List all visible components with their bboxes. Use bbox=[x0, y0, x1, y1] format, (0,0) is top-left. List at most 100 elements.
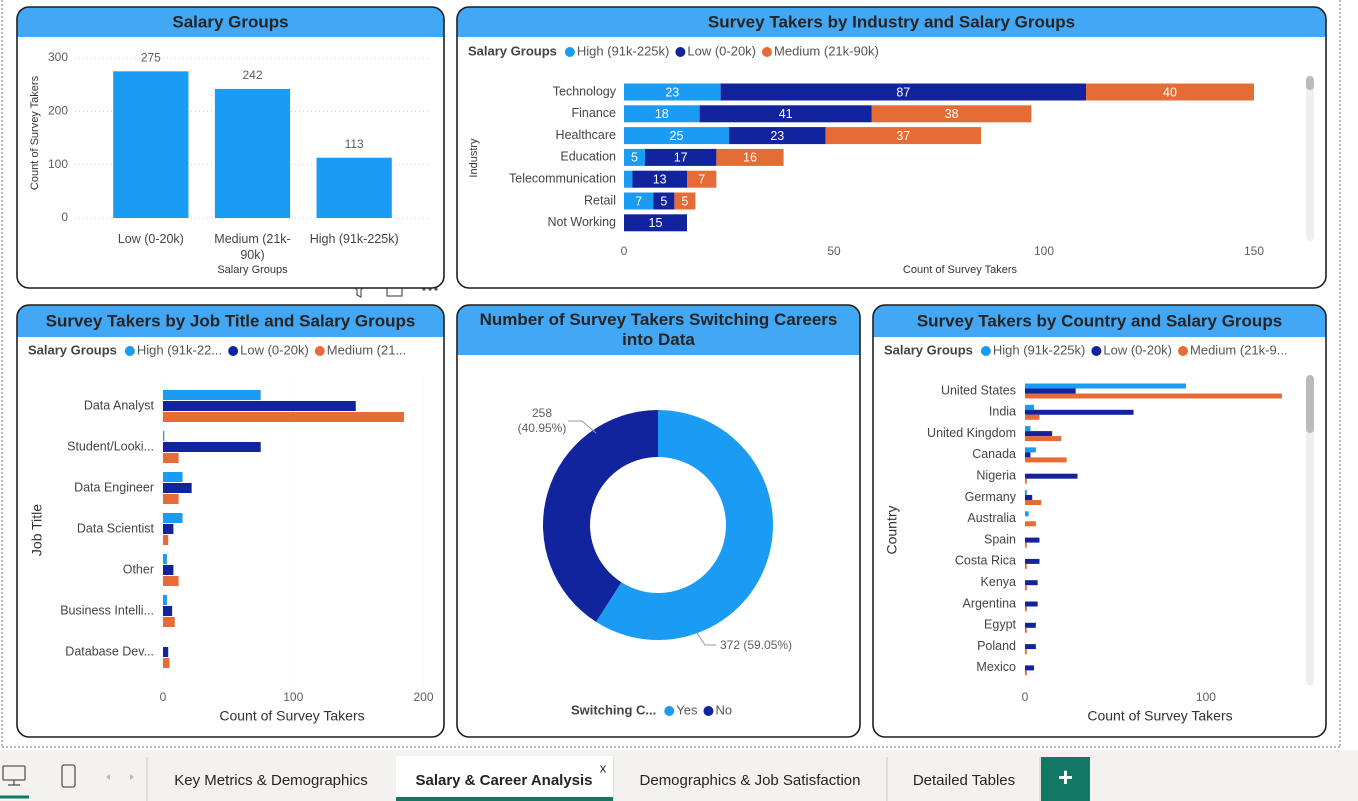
x-tick-label-box: Medium (21k-90k) bbox=[214, 232, 290, 262]
x-tick-label: 100 bbox=[283, 690, 303, 704]
bar bbox=[163, 483, 192, 493]
x-tick-label: 0 bbox=[1022, 690, 1029, 704]
panel-border bbox=[456, 304, 861, 738]
y-tick-label: Data Scientist bbox=[77, 521, 155, 535]
y-tick-label: Canada bbox=[972, 447, 1016, 461]
legend-label: Low (0-20k) bbox=[687, 43, 756, 58]
bar-segment bbox=[624, 127, 729, 145]
close-tab[interactable]: x bbox=[600, 760, 607, 775]
bar bbox=[1025, 495, 1033, 500]
data-label: 18 bbox=[655, 107, 669, 121]
data-label: 41 bbox=[779, 107, 793, 121]
y-tick-label: India bbox=[989, 405, 1016, 419]
y-tick-label: Finance bbox=[572, 106, 617, 120]
bar bbox=[1025, 542, 1027, 548]
bar bbox=[1025, 665, 1035, 671]
y-tick-label: United States bbox=[941, 383, 1016, 397]
legend-marker bbox=[675, 47, 686, 57]
add-page-label[interactable]: + bbox=[1058, 762, 1073, 792]
bar bbox=[1025, 436, 1062, 442]
phone-icon[interactable] bbox=[61, 764, 76, 788]
bar bbox=[163, 595, 167, 605]
y-tick-label: Argentina bbox=[962, 596, 1016, 610]
bar bbox=[1025, 622, 1036, 628]
legend-marker bbox=[703, 706, 714, 716]
bar-segment bbox=[1086, 83, 1254, 101]
data-label: 113 bbox=[345, 137, 364, 151]
data-label: 38 bbox=[945, 107, 959, 121]
leader-line bbox=[696, 632, 716, 646]
y-axis-title: Job Title bbox=[29, 504, 45, 556]
bar bbox=[163, 401, 356, 411]
bar bbox=[1025, 490, 1027, 495]
legend-label: Low (0-20k) bbox=[1103, 342, 1172, 357]
bar-segment bbox=[624, 192, 654, 210]
bar-segment bbox=[624, 170, 633, 188]
page-tab[interactable]: Salary & Career Analysis bbox=[415, 772, 592, 789]
y-tick-label: Poland bbox=[977, 639, 1016, 653]
data-label: 7 bbox=[635, 194, 642, 208]
scrollbar-track bbox=[1306, 76, 1314, 241]
y-tick-label: Other bbox=[123, 562, 154, 576]
desktop-icon[interactable] bbox=[2, 765, 26, 786]
bar bbox=[163, 472, 183, 482]
bar bbox=[1025, 478, 1027, 484]
legend-title: Salary Groups bbox=[468, 43, 557, 58]
y-tick-label: Retail bbox=[584, 193, 616, 207]
bar bbox=[163, 431, 165, 441]
panel-header bbox=[457, 330, 860, 355]
legend-marker bbox=[664, 706, 675, 716]
bar bbox=[214, 88, 291, 218]
tabs: Key Metrics & Demographics Salary & Caree… bbox=[174, 756, 1090, 801]
bar bbox=[1025, 431, 1053, 437]
legend-label: High (91k-22... bbox=[137, 342, 222, 357]
bar bbox=[1025, 649, 1027, 655]
page-tab[interactable]: Key Metrics & Demographics bbox=[174, 772, 367, 789]
x-axis-title: Count of Survey Takers bbox=[1087, 708, 1232, 724]
page-tab[interactable]: Demographics & Job Satisfaction bbox=[640, 772, 861, 789]
x-tick-label: 150 bbox=[1244, 244, 1264, 258]
legend-title: Salary Groups bbox=[28, 342, 117, 357]
x-tick-label-box: High (91k-225k) bbox=[310, 232, 399, 246]
bar bbox=[163, 658, 170, 668]
leader-line bbox=[568, 420, 597, 434]
bar-segment bbox=[729, 127, 826, 145]
bar-segment bbox=[825, 127, 981, 145]
y-tick-label: Kenya bbox=[981, 575, 1016, 589]
add-page-button[interactable] bbox=[1041, 757, 1090, 801]
y-tick-label: Healthcare bbox=[556, 128, 616, 142]
y-tick-label: Education bbox=[560, 150, 616, 164]
data-label: 23 bbox=[665, 85, 679, 99]
bar bbox=[1025, 383, 1187, 389]
data-label: 275 bbox=[141, 51, 161, 65]
bar bbox=[163, 647, 169, 657]
data-label: 17 bbox=[674, 151, 688, 165]
bar bbox=[163, 606, 173, 616]
data-label: 16 bbox=[743, 151, 757, 165]
bar bbox=[1025, 580, 1038, 586]
bar bbox=[1025, 644, 1036, 650]
y-tick-label: Costa Rica bbox=[955, 554, 1016, 568]
legend-title: Switching C... bbox=[571, 702, 656, 717]
y-tick-label: Business Intelli... bbox=[60, 603, 154, 617]
x-tick-label: 0 bbox=[160, 690, 167, 704]
page-tab[interactable]: Detailed Tables bbox=[913, 772, 1015, 789]
y-tick-label: Spain bbox=[984, 532, 1016, 546]
data-label: 15 bbox=[649, 216, 663, 230]
legend-label: Medium (21... bbox=[327, 342, 406, 357]
data-label: 5 bbox=[681, 194, 688, 208]
legend-label: Medium (21k-90k) bbox=[774, 43, 879, 58]
bar bbox=[1025, 409, 1134, 415]
panel-header bbox=[17, 22, 444, 37]
y-tick-label: Australia bbox=[967, 511, 1016, 525]
data-label: 258 (40.95%) bbox=[517, 406, 567, 435]
bar bbox=[163, 442, 261, 452]
chart-title: Survey Takers by Industry and Salary Gro… bbox=[708, 12, 1075, 31]
data-label: 40 bbox=[1163, 85, 1177, 99]
bar bbox=[1025, 511, 1029, 517]
x-tick-label: 100 bbox=[1196, 690, 1216, 704]
y-tick-label: Data Analyst bbox=[84, 398, 155, 412]
bar bbox=[1025, 500, 1042, 505]
chart-title-box: Number of Survey Takers Switching Career… bbox=[480, 310, 838, 349]
panel-header bbox=[17, 321, 444, 337]
